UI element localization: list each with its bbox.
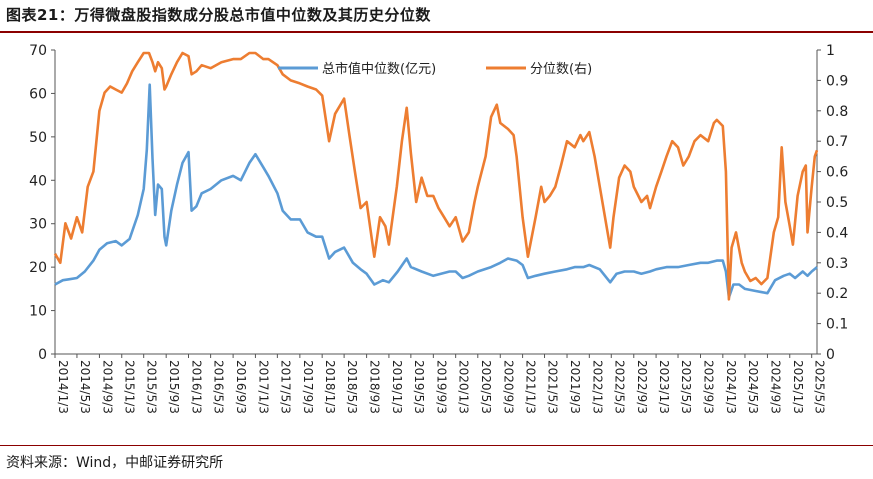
x-tick-label: 2020/1/3 <box>457 360 471 414</box>
x-tick-label: 2022/5/3 <box>612 360 626 414</box>
right-tick-label: 0.8 <box>826 104 848 120</box>
left-tick-label: 10 <box>29 304 47 320</box>
x-tick-label: 2020/5/3 <box>479 360 493 414</box>
series-line-market-cap <box>54 83 818 299</box>
x-tick-label: 2025/1/3 <box>791 360 805 414</box>
x-tick-label: 2022/9/3 <box>635 360 649 414</box>
source-note: 资料来源：Wind，中邮证券研究所 <box>6 455 224 471</box>
x-tick-label: 2019/5/3 <box>412 360 426 414</box>
left-tick-label: 30 <box>29 217 47 233</box>
x-tick-label: 2019/9/3 <box>434 360 448 414</box>
x-tick-label: 2022/1/3 <box>590 360 604 414</box>
x-tick-label: 2015/5/3 <box>145 360 159 414</box>
legend-label: 总市值中位数(亿元) <box>322 61 436 77</box>
x-tick-label: 2023/9/3 <box>702 360 716 414</box>
x-tick-label: 2023/5/3 <box>679 360 693 414</box>
x-tick-label: 2024/9/3 <box>768 360 782 414</box>
left-tick-label: 20 <box>29 260 47 276</box>
x-tick-label: 2014/5/3 <box>78 360 92 414</box>
source-divider <box>0 445 873 446</box>
left-tick-label: 60 <box>29 86 47 102</box>
chart-axes: 0 10 20 30 40 50 60 70 0 0.1 0.2 0.3 0.4 0.5 0.6 0.7 0.8… <box>29 43 848 414</box>
right-tick-label: 0 <box>826 347 835 363</box>
x-tick-label: 2018/1/3 <box>323 360 337 414</box>
right-tick-label: 0.1 <box>826 317 848 333</box>
right-tick-label: 0.5 <box>826 195 848 211</box>
x-tick-label: 2017/1/3 <box>256 360 270 414</box>
left-tick-label: 70 <box>29 43 47 59</box>
x-tick-label: 2019/1/3 <box>390 360 404 414</box>
right-tick-label: 1 <box>826 43 835 59</box>
left-tick-label: 40 <box>29 173 47 189</box>
x-tick-label: 2025/5/3 <box>813 360 827 414</box>
series-line-percentile <box>53 51 819 301</box>
x-tick-label: 2017/5/3 <box>278 360 292 414</box>
x-tick-label: 2024/1/3 <box>724 360 738 414</box>
x-tick-label: 2024/5/3 <box>746 360 760 414</box>
right-tick-label: 0.9 <box>826 73 848 89</box>
x-tick-label: 2021/9/3 <box>568 360 582 414</box>
right-tick-label: 0.3 <box>826 256 848 272</box>
x-tick-label: 2015/1/3 <box>123 360 137 414</box>
chart-lines <box>53 51 819 301</box>
title-divider <box>0 31 873 33</box>
x-tick-label: 2016/1/3 <box>189 360 203 414</box>
chart-title: 图表21：万得微盘股指数成分股总市值中位数及其历史分位数 <box>6 6 431 24</box>
chart-legend: 总市值中位数(亿元) 分位数(右) <box>278 61 592 77</box>
x-tick-label: 2015/9/3 <box>167 360 181 414</box>
right-tick-label: 0.7 <box>826 134 848 150</box>
x-tick-label: 2023/1/3 <box>657 360 671 414</box>
right-tick-label: 0.6 <box>826 165 848 181</box>
left-tick-label: 0 <box>38 347 47 363</box>
x-tick-label: 2014/9/3 <box>100 360 114 414</box>
x-tick-label: 2016/9/3 <box>234 360 248 414</box>
x-tick-label: 2014/1/3 <box>56 360 70 414</box>
x-tick-label: 2016/5/3 <box>212 360 226 414</box>
legend-label: 分位数(右) <box>530 62 592 77</box>
x-tick-label: 2018/9/3 <box>368 360 382 414</box>
left-tick-label: 50 <box>29 130 47 146</box>
x-tick-label: 2018/5/3 <box>345 360 359 414</box>
x-tick-label: 2021/5/3 <box>546 360 560 414</box>
right-tick-label: 0.4 <box>826 225 848 241</box>
right-tick-label: 0.2 <box>826 286 848 302</box>
x-tick-label: 2021/1/3 <box>524 360 538 414</box>
x-tick-label: 2020/9/3 <box>501 360 515 414</box>
x-tick-label: 2017/9/3 <box>301 360 315 414</box>
